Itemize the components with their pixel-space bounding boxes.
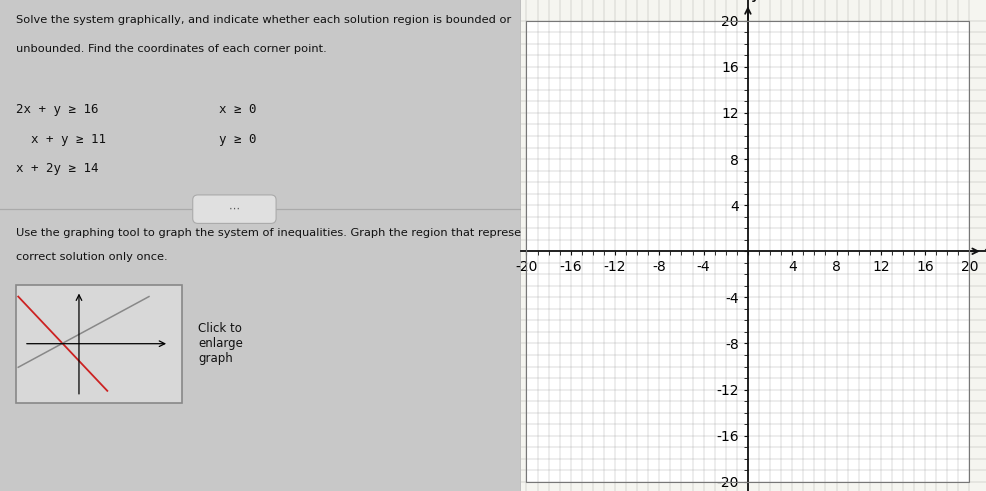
FancyBboxPatch shape (192, 195, 276, 223)
Text: unbounded. Find the coordinates of each corner point.: unbounded. Find the coordinates of each … (16, 44, 326, 54)
Text: y: y (750, 0, 758, 2)
FancyBboxPatch shape (16, 285, 182, 403)
Text: x + y ≥ 11: x + y ≥ 11 (16, 133, 106, 145)
Text: y ≥ 0: y ≥ 0 (219, 133, 256, 145)
Text: x ≥ 0: x ≥ 0 (219, 103, 256, 116)
Text: Click to
enlarge
graph: Click to enlarge graph (198, 322, 243, 365)
Text: correct solution only once.: correct solution only once. (16, 252, 168, 262)
Text: x + 2y ≥ 14: x + 2y ≥ 14 (16, 162, 99, 175)
Text: x: x (984, 240, 986, 253)
Text: Use the graphing tool to graph the system of inequalities. Graph the region that: Use the graphing tool to graph the syste… (16, 228, 561, 238)
Text: 2x + y ≥ 16: 2x + y ≥ 16 (16, 103, 99, 116)
Text: ⋯: ⋯ (229, 204, 240, 214)
Text: Solve the system graphically, and indicate whether each solution region is bound: Solve the system graphically, and indica… (16, 15, 511, 25)
